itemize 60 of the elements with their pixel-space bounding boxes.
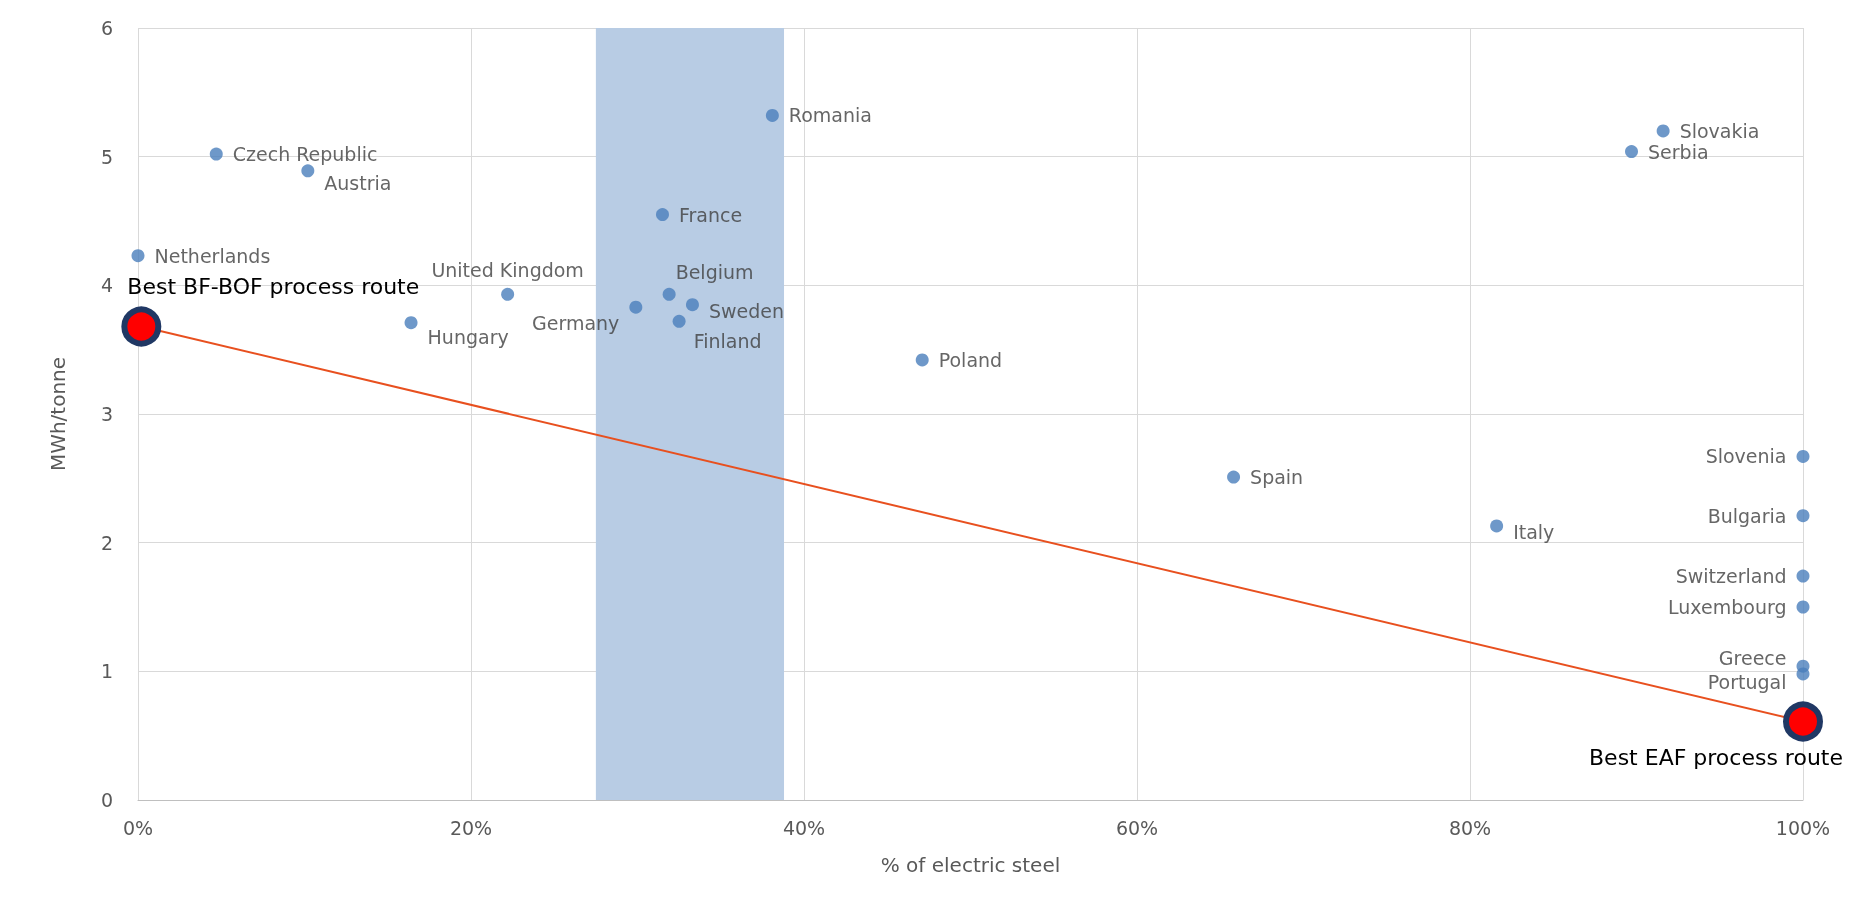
y-tick-label: 2: [100, 531, 113, 554]
annotation: Belgium: [675, 261, 754, 284]
point: [765, 109, 779, 122]
annotation: Czech Republic: [232, 143, 378, 166]
annotation: Serbia: [1648, 140, 1709, 163]
point: [662, 287, 676, 301]
annotation: Italy: [1513, 520, 1555, 543]
annotation: Luxembourg: [1668, 596, 1787, 618]
annotation: Bulgaria: [1707, 504, 1787, 527]
x-tick-label: 60%: [1115, 816, 1159, 839]
annotation: Germany: [532, 312, 620, 335]
x-tick-label: 40%: [782, 816, 826, 839]
annotation: Netherlands: [154, 244, 271, 267]
annotation: Poland: [938, 348, 1003, 371]
point: [301, 164, 315, 178]
point: [1796, 449, 1810, 463]
point: [1796, 667, 1810, 681]
x-tick-label: 100%: [1775, 816, 1831, 839]
y-tick-label: 6: [100, 17, 113, 39]
point: [404, 316, 418, 330]
point: [131, 249, 145, 263]
annotation: Slovenia: [1705, 445, 1787, 468]
point: [209, 147, 223, 161]
point: [1490, 519, 1504, 533]
point: [501, 287, 515, 301]
y-tick-label: 1: [100, 660, 113, 683]
y-tick-label: 3: [100, 403, 113, 425]
point: [1796, 509, 1810, 523]
point: [1796, 600, 1810, 614]
annotation: Austria: [324, 171, 392, 194]
data-label: Best EAF process route: [1589, 745, 1843, 771]
annotation: Slovakia: [1679, 119, 1760, 142]
annotation: Sweden: [708, 299, 785, 322]
annotation: Romania: [788, 104, 872, 127]
x-tick-label: 0%: [122, 816, 154, 839]
data-label: Best BF-BOF process route: [127, 274, 420, 300]
annotation: France: [678, 203, 743, 226]
point: [1656, 124, 1670, 138]
y-tick-label: 5: [100, 145, 113, 168]
x-tick-label: 80%: [1448, 816, 1492, 839]
y-axis-title: MWh/tonne: [46, 356, 70, 472]
annotation: Spain: [1250, 466, 1304, 489]
annotation: United Kingdom: [431, 259, 584, 282]
annotation: Portugal: [1707, 670, 1787, 693]
point: [629, 300, 643, 314]
point: [1625, 145, 1639, 159]
point: [1227, 470, 1241, 484]
point: [655, 208, 669, 222]
annotation: Greece: [1718, 647, 1787, 670]
annotation: Hungary: [427, 325, 509, 348]
x-tick-label: 20%: [449, 816, 493, 839]
x-axis-title: % of electric steel: [880, 853, 1061, 877]
annotation: Finland: [693, 330, 762, 353]
y-tick-label: 0: [100, 789, 113, 811]
point: [672, 314, 686, 328]
point: [915, 353, 929, 367]
point: [685, 298, 699, 312]
annotation: Switzerland: [1675, 565, 1787, 588]
y-tick-label: 4: [100, 274, 113, 297]
point: [1796, 569, 1810, 583]
